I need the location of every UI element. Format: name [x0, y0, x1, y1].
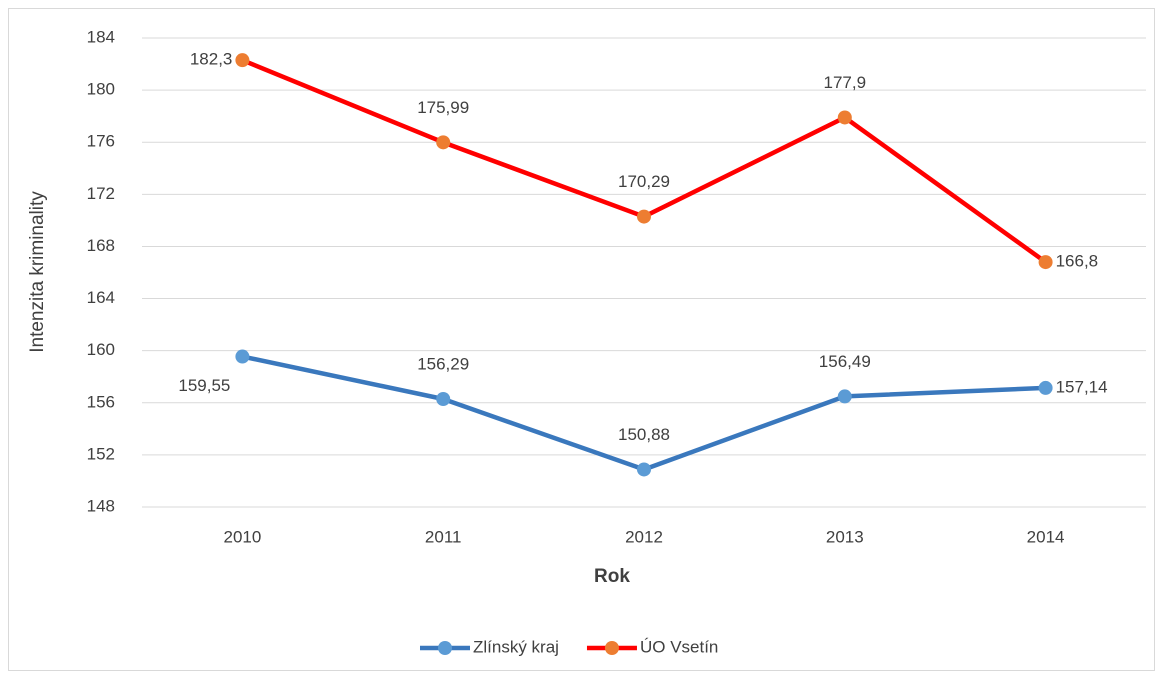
x-tick-label: 2013	[826, 527, 864, 546]
y-tick-label: 160	[87, 340, 115, 359]
marker	[637, 209, 651, 224]
data-label: 159,55	[178, 376, 230, 395]
y-tick-label: 184	[87, 27, 115, 46]
legend-marker	[604, 641, 619, 655]
marker	[235, 53, 250, 68]
x-tick-label: 2010	[223, 527, 261, 546]
data-label: 156,29	[417, 354, 469, 373]
x-tick-label: 2011	[425, 527, 462, 546]
marker	[837, 110, 852, 125]
marker	[235, 349, 250, 364]
y-tick-label: 152	[87, 444, 115, 463]
marker	[637, 462, 651, 477]
marker	[1038, 380, 1053, 395]
marker	[436, 135, 451, 150]
data-label: 177,9	[824, 73, 867, 92]
chart-border	[8, 8, 1155, 671]
x-tick-label: 2012	[625, 527, 663, 546]
y-tick-label: 168	[87, 236, 115, 255]
data-label: 170,29	[618, 172, 670, 191]
data-label: 156,49	[819, 352, 871, 371]
x-tick-label: 2014	[1027, 527, 1065, 546]
data-label: 150,88	[618, 425, 670, 444]
data-label: 175,99	[417, 98, 469, 117]
y-tick-label: 176	[87, 132, 115, 151]
x-axis-title: Rok	[594, 566, 630, 587]
y-tick-label: 156	[87, 392, 115, 411]
marker	[436, 391, 451, 406]
legend-label: Zlínský kraj	[473, 637, 559, 656]
y-tick-label: 148	[87, 496, 115, 515]
data-label: 157,14	[1056, 377, 1108, 396]
data-label: 166,8	[1056, 252, 1099, 271]
data-label: 182,3	[190, 50, 233, 69]
y-tick-label: 180	[87, 80, 115, 99]
marker	[837, 389, 852, 404]
marker	[1038, 255, 1053, 270]
y-tick-label: 164	[87, 288, 115, 307]
legend-marker	[438, 641, 452, 655]
legend-label: ÚO Vsetín	[640, 637, 718, 656]
y-axis-title: Intenzita kriminality	[27, 191, 48, 353]
y-tick-label: 172	[87, 184, 115, 203]
